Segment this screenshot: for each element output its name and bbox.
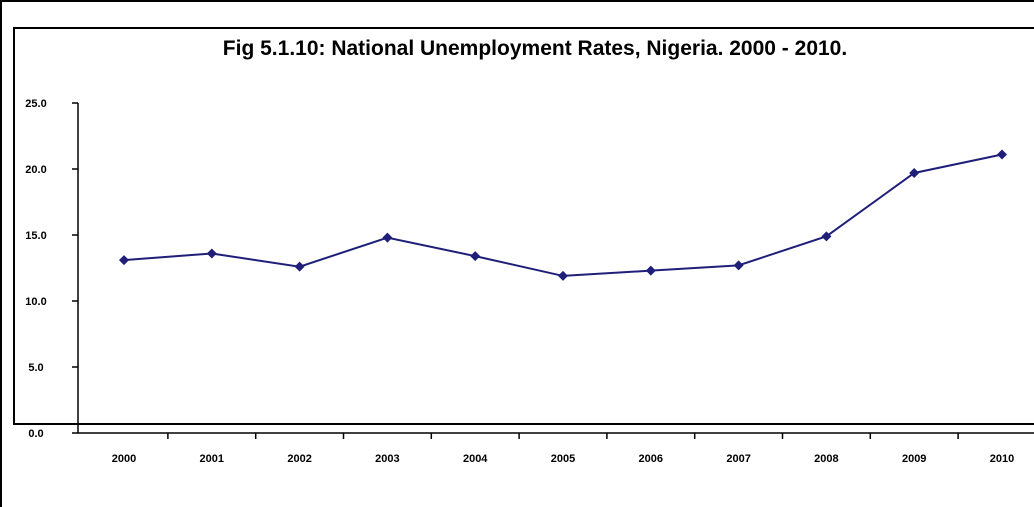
x-tick-label: 2000	[112, 453, 136, 465]
x-tick-label: 2006	[639, 453, 663, 465]
data-point-marker	[645, 265, 656, 276]
y-tick-label: 0.0	[28, 428, 43, 440]
y-axis-ticks: 0.0 5.0 10.0 15.0 20.0 25.0	[25, 98, 78, 440]
data-point-marker	[206, 248, 217, 259]
x-tick-label: 2003	[375, 453, 399, 465]
x-tick-label: 2007	[726, 453, 750, 465]
data-point-marker	[821, 231, 832, 242]
data-point-marker	[909, 167, 920, 178]
data-point-marker	[470, 251, 481, 262]
x-axis-ticks: 2000 2001 2002 2003 2004 2005 2006 2007 2008 2009…	[112, 433, 1014, 465]
data-point-marker	[558, 270, 568, 281]
x-tick-label: 2009	[902, 453, 926, 465]
chart-title: Fig 5.1.10: National Unemployment Rates,…	[223, 37, 847, 60]
y-tick-label: 5.0	[28, 362, 43, 374]
x-tick-label: 2001	[200, 453, 224, 465]
x-tick-label: 2010	[990, 453, 1014, 465]
data-point-marker	[997, 149, 1007, 160]
y-tick-label: 25.0	[25, 98, 46, 110]
x-tick-label: 2005	[551, 453, 575, 465]
x-tick-label: 2008	[814, 453, 838, 465]
y-tick-label: 15.0	[25, 230, 46, 242]
data-point-marker	[119, 255, 129, 266]
y-tick-label: 20.0	[25, 164, 46, 176]
y-tick-label: 10.0	[25, 296, 46, 308]
series-markers	[119, 149, 1007, 281]
x-tick-label: 2004	[463, 453, 488, 465]
data-point-marker	[294, 261, 305, 272]
x-tick-label: 2002	[287, 453, 311, 465]
plot-area-border	[13, 27, 1034, 425]
data-point-marker	[382, 232, 393, 243]
data-point-marker	[733, 260, 744, 271]
series-line	[123, 153, 1003, 277]
